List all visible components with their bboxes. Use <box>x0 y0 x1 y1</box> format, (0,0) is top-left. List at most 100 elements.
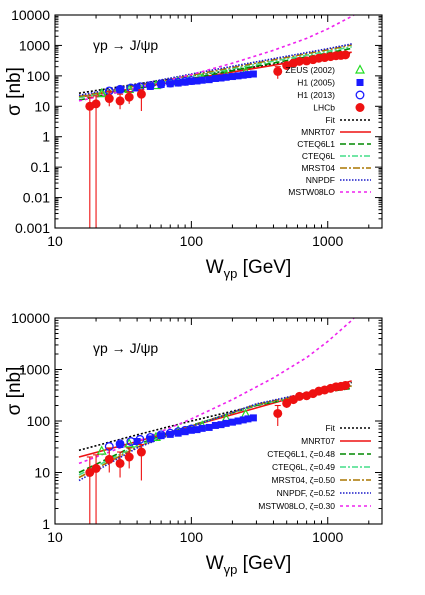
data-point-circle <box>124 452 134 462</box>
data-point-square <box>174 429 182 437</box>
legend-label: Fit <box>326 115 336 125</box>
legend-label: H1 (2013) <box>297 90 335 100</box>
x-axis-label-unit: [GeV] <box>237 257 291 278</box>
data-point-square <box>193 426 201 434</box>
y-tick-label: 1 <box>42 129 50 145</box>
y-tick-label: 100 <box>27 68 51 84</box>
plot-frame <box>54 14 383 229</box>
data-point-square <box>198 76 206 84</box>
data-point-circle <box>294 56 304 66</box>
legend-label: CTEQ6L, ζ=0.49 <box>272 462 335 472</box>
data-point-circle <box>136 447 146 457</box>
x-axis-label-main: W <box>206 553 224 574</box>
data-point-square <box>187 77 195 85</box>
data-point-square <box>356 79 364 86</box>
legend-label: MRST04, ζ=0.50 <box>271 475 335 485</box>
x-tick-label: 10 <box>47 529 63 545</box>
axes <box>54 317 382 525</box>
data-point-square <box>198 424 206 432</box>
data-point-open-circle <box>115 84 125 94</box>
data-point-square <box>222 419 230 427</box>
x-axis-label: Wγp [GeV] <box>206 257 292 281</box>
y-tick-label: 10 <box>34 98 50 114</box>
x-axis-label-sub: γp <box>224 266 238 281</box>
x-tick-label: 1000 <box>312 233 343 249</box>
legend-label: MSTW08LO, ζ=0.30 <box>258 501 335 511</box>
legend-label: NNPDF, ζ=0.52 <box>277 488 336 498</box>
legend-label: CTEQ6L <box>302 151 335 161</box>
data-point-square <box>244 415 252 423</box>
x-tick-label: 10 <box>47 233 63 249</box>
x-tick-label: 1000 <box>312 529 343 545</box>
data-point-square <box>166 430 174 438</box>
data-point-square <box>228 418 236 426</box>
data-point-square <box>239 416 247 424</box>
data-point-square <box>244 71 252 79</box>
axes <box>54 14 382 229</box>
y-tick-label: 10000 <box>11 310 50 326</box>
x-axis-label-unit: [GeV] <box>237 553 291 574</box>
x-tick-label: 100 <box>180 233 204 249</box>
data-point-triangle <box>96 87 107 98</box>
y-tick-label: 1000 <box>19 37 50 53</box>
x-axis-label-main: W <box>206 257 224 278</box>
legend-label: ZEUS (2002) <box>285 65 335 75</box>
data-point-open-circle <box>186 424 196 434</box>
data-point-open-circle <box>355 90 365 100</box>
process-annotation: γp → J/ψp <box>93 37 158 53</box>
chart-panel-1: 10 100 1000 0.001 0.01 0.1 1 10 100 1000 10000 Wγp … <box>4 7 383 281</box>
data-point-circle <box>124 92 134 102</box>
data-point-circle <box>104 94 114 104</box>
x-axis-label-sub: γp <box>224 562 238 577</box>
legend-label: CTEQ6L1 <box>297 139 335 149</box>
data-point-open-circle <box>126 437 136 446</box>
data-point-square <box>146 435 154 443</box>
data-point-open-circle <box>180 76 190 86</box>
data-point-square <box>217 421 225 429</box>
data-point-circle <box>273 408 283 418</box>
legend-label: MSTW08LO <box>288 187 335 197</box>
data-point-square <box>234 417 242 425</box>
legend-label: Fit <box>326 423 336 433</box>
data-point-open-circle <box>156 430 166 440</box>
legend-label: MRST04 <box>301 163 335 173</box>
y-axis-label: σ [nb] <box>4 67 25 116</box>
legend-label: CTEQ6L1, ζ=0.48 <box>267 449 335 459</box>
data-point-open-circle <box>135 434 145 444</box>
plot-area <box>78 318 355 524</box>
data-point-open-circle <box>115 439 125 449</box>
data-point-square <box>116 86 124 94</box>
y-tick-label: 1000 <box>19 362 50 378</box>
data-point-open-circle <box>180 425 190 435</box>
data-point-circle <box>355 103 365 112</box>
data-point-square <box>181 428 189 436</box>
data-point-circle <box>115 96 125 106</box>
data-point-square <box>181 78 189 86</box>
data-point-square <box>193 77 201 85</box>
data-point-open-circle <box>156 79 166 89</box>
data-point-circle <box>294 391 304 401</box>
data-point-square <box>211 421 219 429</box>
y-tick-label: 0.01 <box>23 190 50 206</box>
data-point-triangle <box>96 445 107 455</box>
data-point-square <box>116 440 124 448</box>
data-point-square <box>187 426 195 434</box>
data-point-square <box>205 76 213 84</box>
data-point-circle <box>115 458 125 468</box>
data-point-circle <box>273 66 283 76</box>
y-tick-label: 1 <box>42 516 50 532</box>
y-tick-label: 10 <box>34 465 50 481</box>
data-point-square <box>239 71 247 79</box>
data-point-circle <box>282 398 292 408</box>
data-point-square <box>249 414 257 422</box>
data-point-square <box>217 74 225 82</box>
data-point-open-circle <box>145 81 155 91</box>
data-point-square <box>157 80 165 88</box>
data-point-circle <box>104 454 114 464</box>
x-tick-label: 100 <box>180 529 204 545</box>
data-point-square <box>234 72 242 80</box>
data-point-square <box>211 74 219 82</box>
data-point-circle <box>136 89 146 99</box>
